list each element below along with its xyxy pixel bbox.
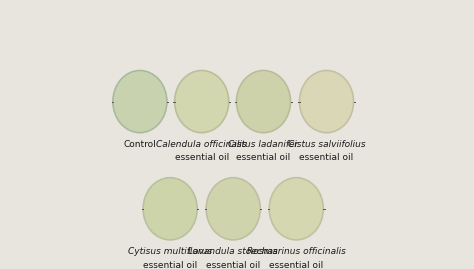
- Text: Calendula officinalis: Calendula officinalis: [156, 140, 247, 148]
- Ellipse shape: [279, 189, 313, 228]
- Ellipse shape: [290, 201, 302, 216]
- Ellipse shape: [273, 182, 319, 236]
- Ellipse shape: [257, 94, 270, 109]
- Ellipse shape: [286, 197, 306, 220]
- Ellipse shape: [195, 94, 208, 109]
- Ellipse shape: [317, 90, 337, 113]
- Ellipse shape: [276, 186, 317, 232]
- Ellipse shape: [219, 193, 247, 225]
- Ellipse shape: [293, 205, 300, 213]
- Ellipse shape: [191, 90, 212, 113]
- Ellipse shape: [306, 79, 346, 125]
- Ellipse shape: [130, 90, 150, 113]
- Ellipse shape: [230, 205, 237, 213]
- Text: essential oil: essential oil: [143, 261, 197, 269]
- Text: essential oil: essential oil: [269, 261, 323, 269]
- Ellipse shape: [164, 201, 176, 216]
- Ellipse shape: [213, 186, 253, 232]
- Text: Cistus salviifolius: Cistus salviifolius: [288, 140, 365, 148]
- Ellipse shape: [300, 71, 353, 132]
- Ellipse shape: [227, 201, 239, 216]
- Text: essential oil: essential oil: [174, 154, 229, 162]
- Text: Lavandula stoechas: Lavandula stoechas: [188, 247, 278, 256]
- Ellipse shape: [260, 98, 267, 105]
- Text: essential oil: essential oil: [237, 154, 291, 162]
- Ellipse shape: [127, 86, 153, 117]
- Ellipse shape: [133, 94, 146, 109]
- Ellipse shape: [137, 98, 143, 105]
- Ellipse shape: [144, 178, 197, 239]
- Text: Cistus ladanifer: Cistus ladanifer: [228, 140, 299, 148]
- Ellipse shape: [323, 98, 330, 105]
- Ellipse shape: [120, 79, 160, 125]
- Ellipse shape: [223, 197, 243, 220]
- Ellipse shape: [250, 86, 277, 118]
- Ellipse shape: [199, 98, 205, 105]
- Ellipse shape: [188, 86, 216, 118]
- Ellipse shape: [147, 182, 193, 236]
- Text: Control: Control: [124, 140, 156, 148]
- Ellipse shape: [182, 79, 222, 125]
- Ellipse shape: [216, 189, 250, 228]
- Ellipse shape: [237, 71, 290, 132]
- Ellipse shape: [254, 90, 273, 113]
- Ellipse shape: [303, 75, 350, 128]
- Text: essential oil: essential oil: [300, 154, 354, 162]
- Ellipse shape: [313, 86, 340, 118]
- Text: Rosmarinus officinalis: Rosmarinus officinalis: [247, 247, 346, 256]
- Ellipse shape: [210, 182, 256, 236]
- Ellipse shape: [240, 75, 287, 128]
- Ellipse shape: [207, 178, 260, 239]
- Ellipse shape: [160, 197, 180, 220]
- Ellipse shape: [283, 193, 310, 225]
- Ellipse shape: [270, 178, 323, 239]
- Ellipse shape: [153, 189, 187, 228]
- Ellipse shape: [310, 82, 344, 121]
- Ellipse shape: [185, 82, 219, 121]
- Ellipse shape: [320, 94, 333, 109]
- Ellipse shape: [175, 71, 228, 132]
- Ellipse shape: [167, 205, 173, 213]
- Ellipse shape: [156, 193, 184, 225]
- Ellipse shape: [246, 82, 281, 121]
- Ellipse shape: [117, 75, 163, 128]
- Ellipse shape: [150, 186, 190, 232]
- Ellipse shape: [113, 71, 166, 132]
- Text: essential oil: essential oil: [206, 261, 260, 269]
- Ellipse shape: [243, 79, 283, 125]
- Ellipse shape: [178, 75, 225, 128]
- Ellipse shape: [123, 83, 156, 121]
- Text: Cytisus multiflorus: Cytisus multiflorus: [128, 247, 212, 256]
